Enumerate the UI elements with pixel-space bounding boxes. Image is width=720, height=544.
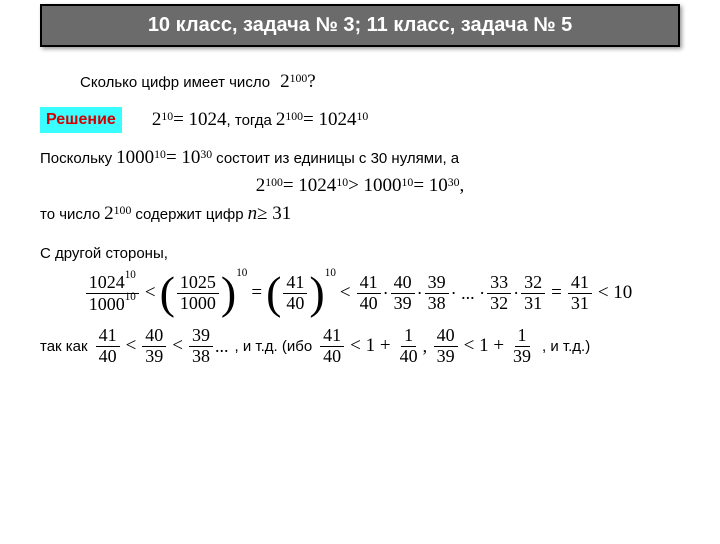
- since-end: , и т.д.): [542, 338, 590, 355]
- other-side: С другой стороны,: [40, 245, 680, 262]
- page-title: 10 класс, задача № 3; 11 класс, задача №…: [40, 4, 680, 47]
- since-math1: 4140 < 4039 < 3938 ...: [94, 326, 229, 367]
- since-post: , и т.д. (ибо: [235, 338, 313, 355]
- para3: то число 2100 содержит цифр n ≥ 31: [40, 203, 680, 225]
- question-text: Сколько цифр имеет число: [80, 74, 270, 91]
- para1: Поскольку 100010 = 1030 состоит из едини…: [40, 147, 680, 169]
- p1-post: состоит из единицы с 30 нулями, а: [216, 150, 459, 167]
- since-pre: так как: [40, 338, 88, 355]
- other-text: С другой стороны,: [40, 245, 168, 262]
- p1-pre: Поскольку: [40, 150, 112, 167]
- big-ineq-math: 102410100010 < ( 10251000 )10 = ( 4140 )…: [84, 270, 637, 316]
- p1-math: 100010 = 1030: [116, 147, 212, 169]
- p3-math: 2100: [104, 203, 131, 225]
- solution-line-1: Решение 210 = 1024 , тогда 2100 = 102410: [40, 107, 680, 133]
- question-math: 2100 ?: [280, 71, 316, 93]
- p3-mid: содержит цифр: [135, 206, 243, 223]
- p3-pre: то число: [40, 206, 100, 223]
- solution-label: Решение: [40, 107, 122, 133]
- since-line: так как 4140 < 4039 < 3938 ... , и т.д. …: [40, 326, 680, 367]
- since-math2: 4140 < 1 + 140 , 4039 < 1 + 139: [318, 326, 536, 367]
- sol1-math: 210 = 1024: [152, 109, 227, 131]
- content-body: Сколько цифр имеет число 2100 ? Решение …: [0, 47, 720, 367]
- sol1-math2: 2100 = 102410: [276, 109, 368, 131]
- question-line: Сколько цифр имеет число 2100 ?: [80, 71, 680, 93]
- p3-math2: n ≥ 31: [248, 203, 292, 225]
- para2: 2100 = 102410 > 100010 = 1030 ,: [40, 175, 680, 197]
- p2-math: 2100 = 102410 > 100010 = 1030 ,: [256, 175, 465, 197]
- sol1-mid: , тогда: [227, 112, 272, 129]
- big-inequality: 102410100010 < ( 10251000 )10 = ( 4140 )…: [40, 270, 680, 316]
